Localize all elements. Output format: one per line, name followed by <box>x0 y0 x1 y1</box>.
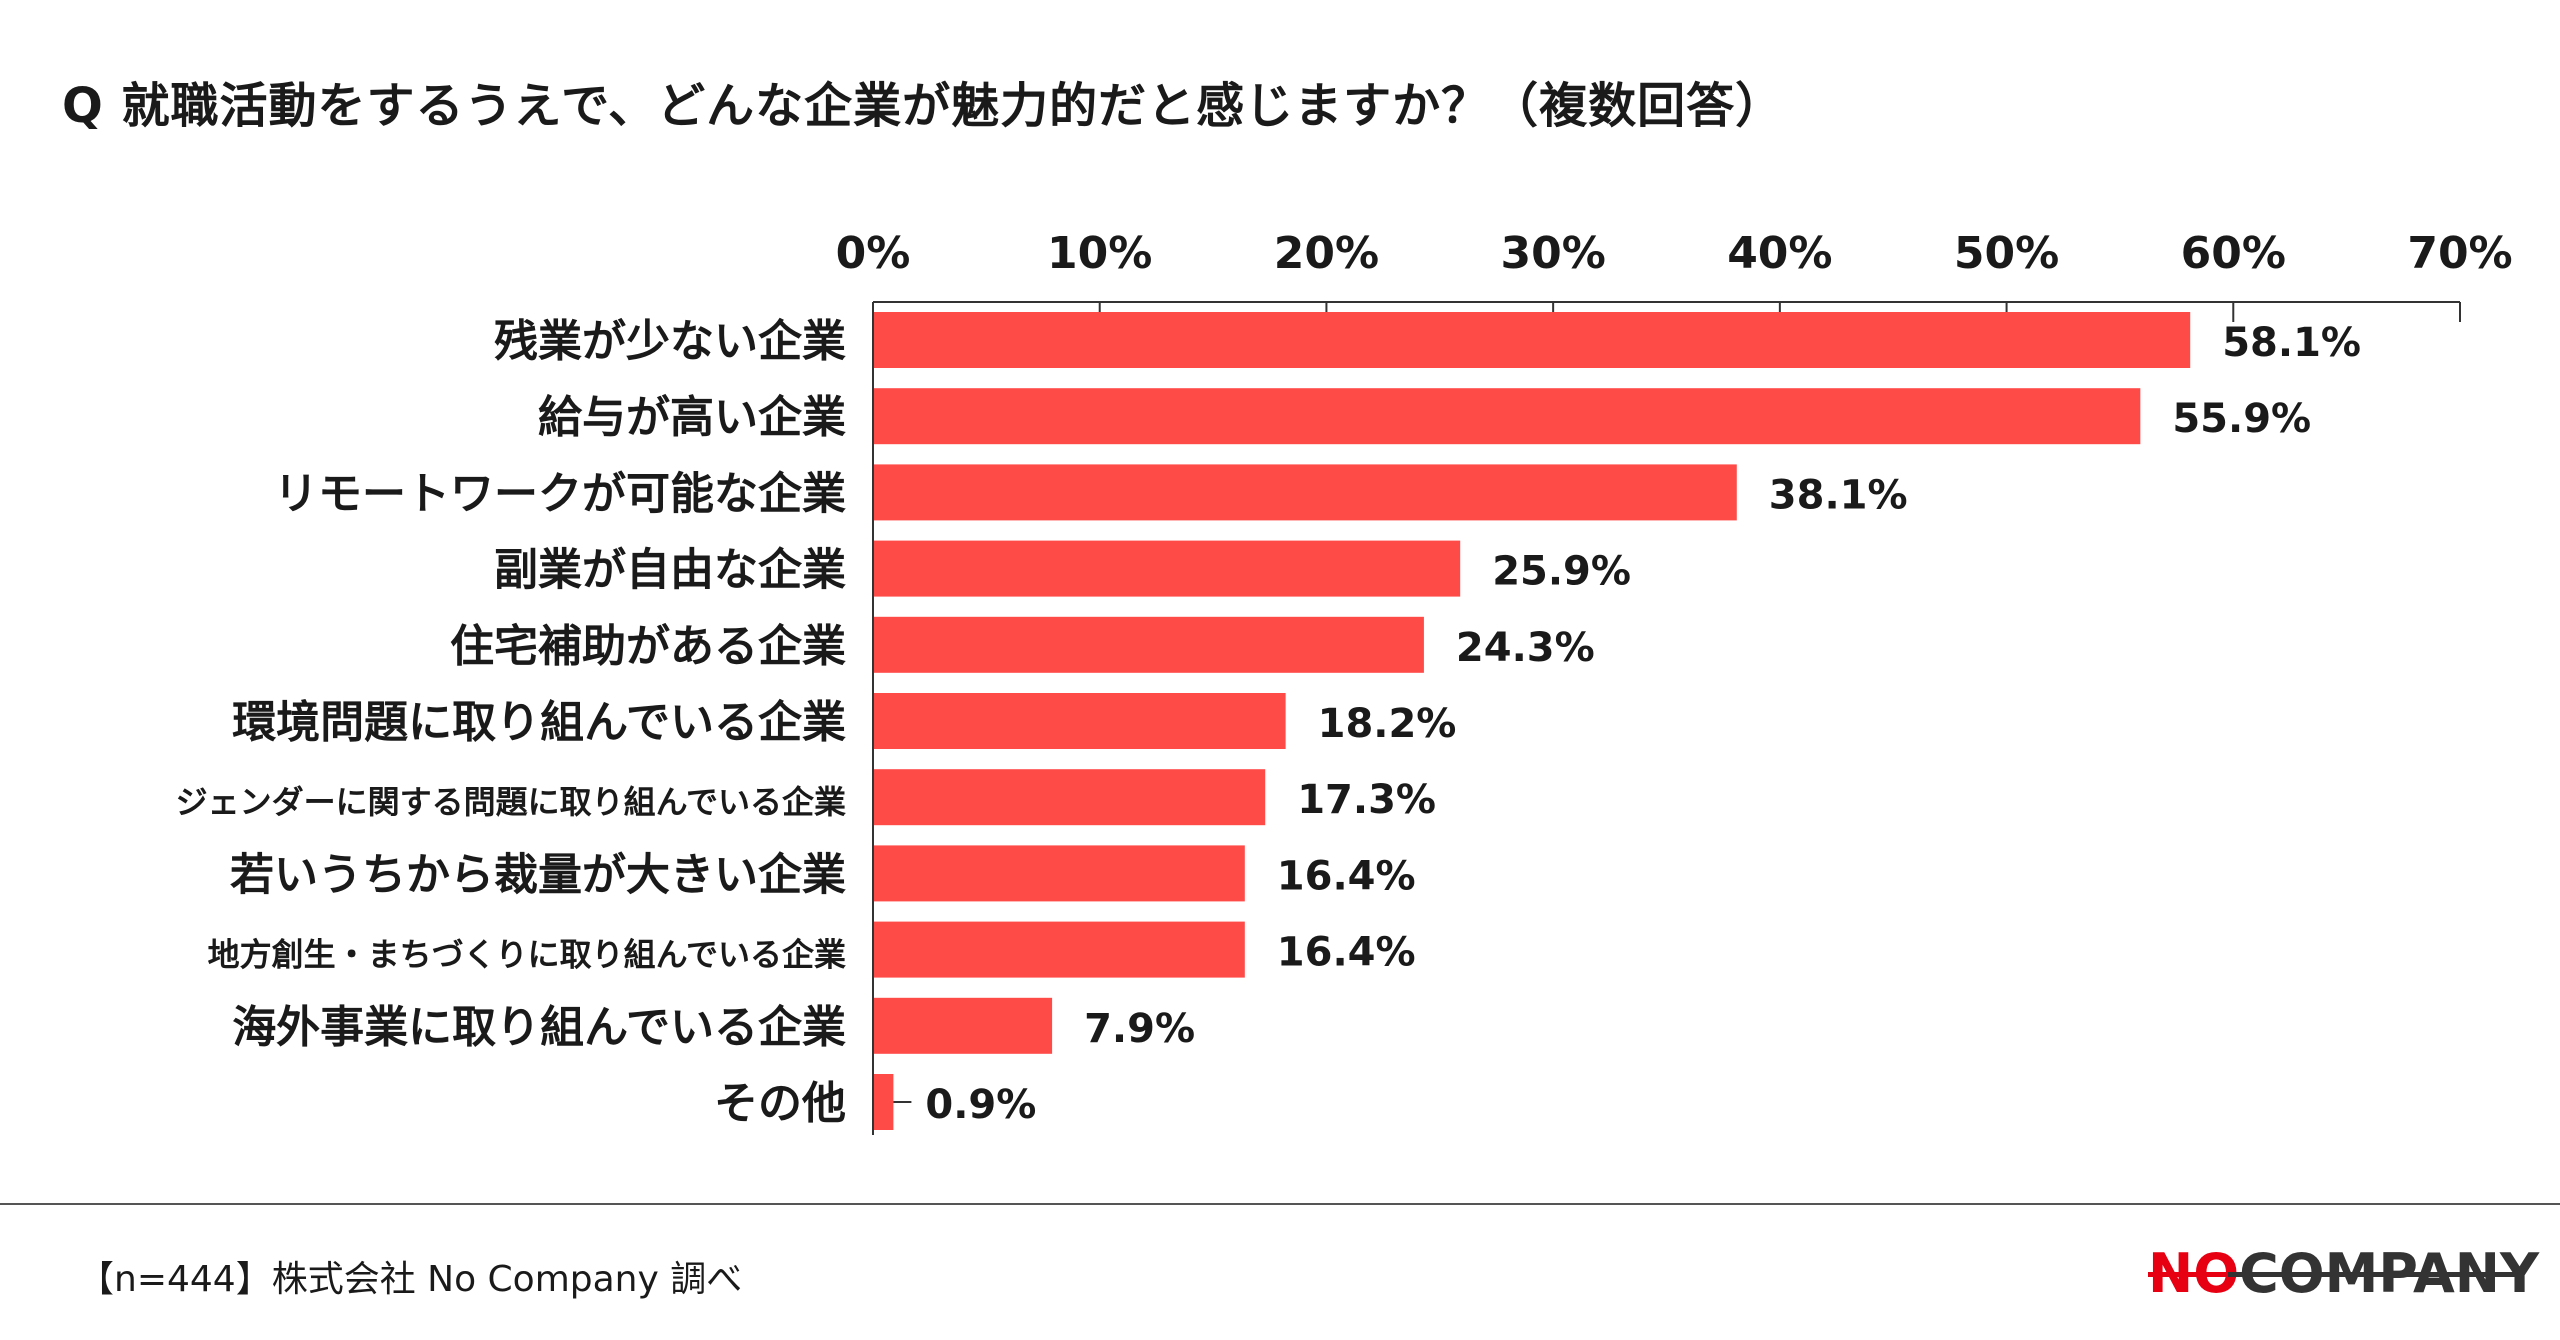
value-label: 18.2% <box>1318 701 1457 747</box>
value-label: 0.9% <box>925 1082 1036 1128</box>
category-label: 地方創生・まちづくりに取り組んでいる企業 <box>208 936 846 974</box>
bar <box>874 845 1245 902</box>
category-label: 給与が高い企業 <box>538 392 846 443</box>
value-label: 55.9% <box>2172 396 2311 442</box>
x-tick-label: 60% <box>2181 228 2286 279</box>
category-label: その他 <box>714 1078 846 1129</box>
value-label: 38.1% <box>1769 472 1908 518</box>
bar <box>874 464 1737 521</box>
category-label: 海外事業に取り組んでいる企業 <box>232 1002 846 1053</box>
x-tick-label: 30% <box>1500 228 1605 279</box>
category-label: リモートワークが可能な企業 <box>274 468 846 519</box>
bar <box>874 1074 894 1130</box>
value-label: 17.3% <box>1297 777 1436 823</box>
x-tick-label: 50% <box>1954 228 2059 279</box>
category-label: 環境問題に取り組んでいる企業 <box>232 697 846 748</box>
x-tick-label: 10% <box>1047 228 1152 279</box>
x-tick-label: 0% <box>836 228 911 279</box>
category-label: 副業が自由な企業 <box>494 545 846 596</box>
value-label: 16.4% <box>1277 930 1416 976</box>
footer-divider <box>0 1203 2560 1205</box>
company-logo: NOCOMPANY <box>2148 1246 2539 1302</box>
chart-title: Q 就職活動をするうえで、どんな企業が魅力的だと感じますか？（複数回答） <box>62 78 1785 134</box>
bar <box>874 388 2141 445</box>
bar <box>874 693 1286 749</box>
value-label: 7.9% <box>1084 1006 1195 1052</box>
bar <box>874 997 1053 1054</box>
category-label: 住宅補助がある企業 <box>450 621 846 672</box>
value-label: 58.1% <box>2222 320 2361 366</box>
category-label: 残業が少ない企業 <box>494 316 846 367</box>
x-tick-label: 20% <box>1274 228 1379 279</box>
bar <box>874 540 1461 597</box>
category-label: 若いうちから裁量が大きい企業 <box>230 849 846 900</box>
category-label: ジェンダーに関する問題に取り組んでいる企業 <box>176 783 846 821</box>
value-label: 25.9% <box>1492 549 1631 595</box>
bar <box>874 921 1245 978</box>
value-label: 16.4% <box>1277 853 1416 899</box>
x-tick-label: 40% <box>1727 228 1832 279</box>
value-label: 24.3% <box>1456 625 1595 671</box>
bar <box>874 312 2191 368</box>
sample-size-note: 【n=444】株式会社 No Company 調べ <box>78 1259 743 1300</box>
logo-strike-dark <box>2228 1272 2520 1277</box>
bar <box>874 616 1424 673</box>
logo-strike-red <box>2148 1272 2228 1277</box>
x-tick-label: 70% <box>2407 228 2512 279</box>
bar <box>874 769 1266 826</box>
bar-chart: 0% 10% 20% 30% 40% 50% 60% 70% 残業が少ない企業 58.1% 給与が高… <box>176 228 2513 1135</box>
